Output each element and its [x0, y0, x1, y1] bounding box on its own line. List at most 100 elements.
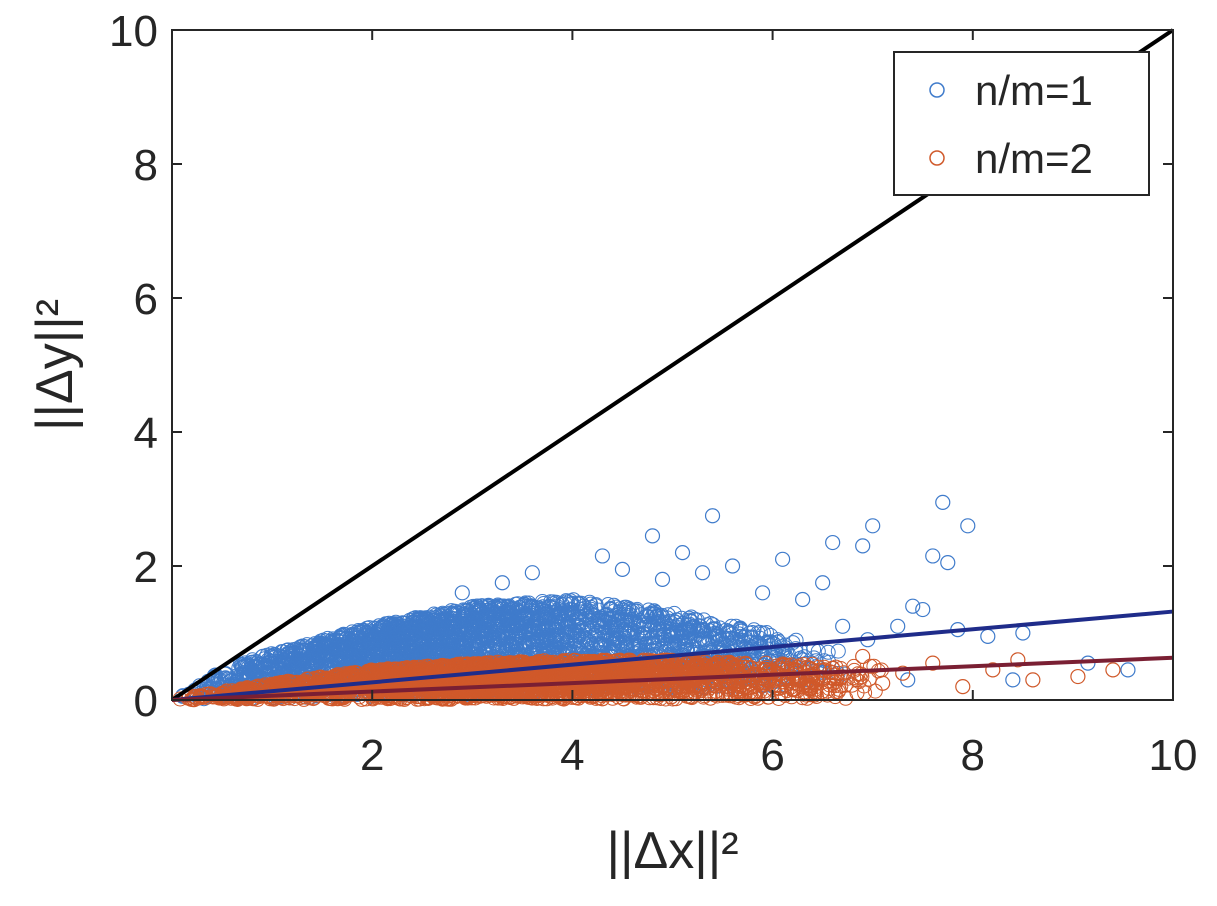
data-point [369, 620, 384, 636]
data-point [1015, 625, 1031, 641]
data-point [744, 629, 760, 645]
data-point [555, 633, 571, 649]
data-point [724, 618, 739, 634]
data-point [267, 647, 283, 663]
data-point [474, 598, 490, 614]
data-point [618, 604, 634, 620]
data-point [645, 637, 661, 653]
data-point [825, 534, 841, 551]
data-point [436, 624, 452, 640]
data-point [654, 630, 670, 646]
data-point [518, 605, 533, 621]
data-point [333, 641, 349, 657]
data-point [759, 625, 774, 640]
data-point [712, 620, 728, 636]
data-point [639, 608, 655, 624]
data-point [318, 653, 334, 668]
data-point [490, 597, 506, 613]
data-point [525, 605, 540, 621]
data-point [657, 628, 672, 644]
data-point [704, 631, 720, 647]
data-point [574, 621, 590, 636]
data-point [508, 633, 524, 649]
data-point [492, 637, 508, 653]
data-point [258, 658, 274, 674]
data-point [334, 651, 350, 667]
data-point [694, 622, 710, 638]
data-point [746, 645, 762, 661]
data-point [315, 632, 331, 648]
data-point [445, 633, 460, 649]
data-point [732, 620, 748, 636]
data-point [332, 631, 348, 646]
data-point [558, 605, 574, 621]
data-point [820, 644, 836, 660]
data-point [416, 624, 432, 640]
data-point [694, 630, 710, 646]
data-point [594, 620, 610, 636]
data-point [704, 508, 721, 524]
data-point [612, 630, 628, 646]
data-point [641, 602, 657, 618]
data-point [426, 616, 442, 632]
data-point [371, 636, 387, 652]
data-point [890, 618, 906, 634]
data-point [687, 611, 703, 627]
data-point [374, 619, 390, 635]
data-point [583, 601, 599, 617]
data-point [632, 637, 648, 653]
data-point [350, 626, 366, 641]
data-point [482, 601, 498, 617]
data-point [575, 629, 591, 645]
data-point [524, 565, 540, 581]
data-point [735, 632, 751, 648]
data-point [392, 632, 408, 648]
data-point [506, 622, 522, 638]
data-point [597, 620, 613, 636]
data-point [960, 518, 976, 534]
data-point [414, 613, 430, 629]
data-point [865, 518, 881, 534]
data-point [397, 616, 413, 631]
data-point [795, 591, 811, 608]
data-point [618, 609, 634, 625]
data-point [674, 544, 691, 561]
data-point [980, 628, 996, 644]
data-point [636, 626, 652, 642]
data-point [413, 610, 429, 626]
data-point [310, 647, 326, 663]
data-point [369, 642, 385, 658]
data-point [336, 634, 352, 650]
data-point [458, 624, 474, 640]
data-point [694, 565, 711, 581]
data-point [307, 636, 323, 652]
data-point [325, 631, 341, 647]
data-point [624, 604, 640, 620]
data-point [905, 598, 921, 614]
data-point [554, 596, 570, 612]
data-point [1120, 662, 1136, 678]
data-point [278, 654, 294, 670]
data-point [366, 645, 382, 661]
data-point [428, 633, 444, 649]
data-point [682, 616, 698, 632]
data-point [635, 629, 651, 645]
data-point [412, 638, 428, 654]
data-point [691, 626, 707, 642]
data-point [618, 599, 634, 615]
data-point [494, 575, 510, 591]
data-point [389, 640, 405, 655]
data-point [635, 626, 651, 642]
data-point [654, 571, 671, 588]
data-point [335, 628, 351, 644]
data-point [705, 622, 721, 638]
data-point [543, 594, 559, 610]
data-point [681, 610, 697, 626]
data-point [434, 637, 450, 653]
data-point [722, 625, 738, 641]
data-point [591, 602, 607, 618]
data-point [835, 618, 851, 634]
data-point [356, 649, 372, 665]
data-point [432, 625, 447, 640]
